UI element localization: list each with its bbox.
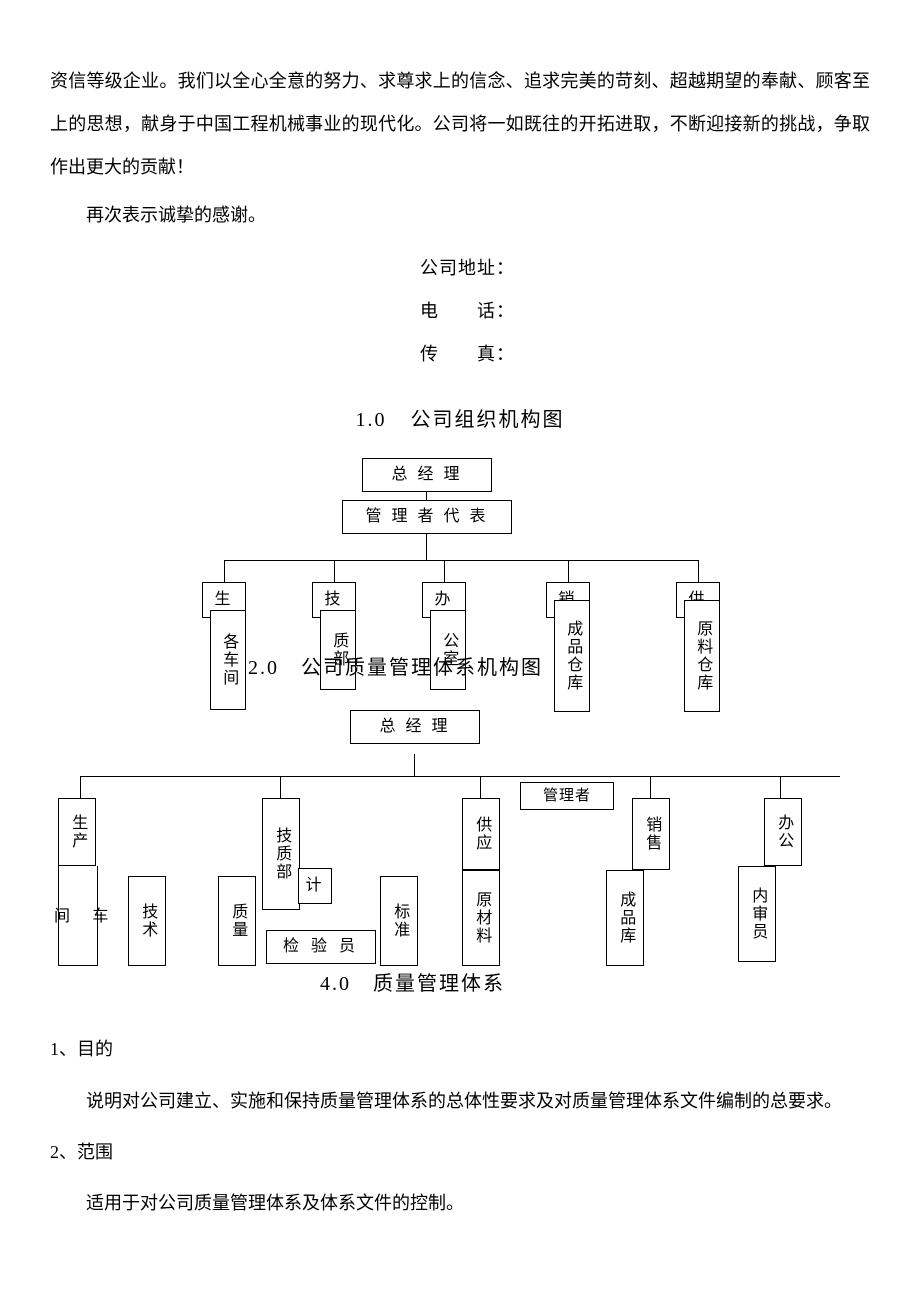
node-zhiliang: 质量: [218, 876, 256, 966]
node-yuanliao: 原料仓库: [684, 600, 720, 712]
connector: [224, 560, 225, 582]
node-chengpin: 成品仓库: [554, 600, 590, 712]
heading-1-text: 目的: [77, 1039, 113, 1059]
intro-paragraph-1: 资信等级企业。我们以全心全意的努力、求尊求上的信念、追求完美的苛刻、超越期望的奉…: [50, 60, 870, 190]
heading-2-text: 范围: [77, 1142, 113, 1162]
heading-1-num: 1、: [50, 1039, 77, 1059]
section-2-overlay: 2.0 公司质量管理体系机构图: [248, 644, 543, 692]
body-section: 1、目的 说明对公司建立、实施和保持质量管理体系的总体性要求及对质量管理体系文件…: [50, 1028, 870, 1225]
section-4-num: 4.0: [320, 973, 351, 995]
heading-2-num: 2、: [50, 1142, 77, 1162]
section-4-overlay: 4.0 质量管理体系: [320, 960, 505, 1008]
contact-address-label: 公司地址：: [420, 247, 870, 290]
node-general-manager: 总 经 理: [362, 458, 492, 492]
section-4-text: 质量管理体系: [373, 973, 505, 995]
org-chart-1: 总 经 理 管 理 者 代 表 生 技 办 销 供 各车间 质部 公室 成品仓库…: [50, 458, 870, 758]
connector: [334, 560, 335, 582]
connector: [650, 776, 651, 798]
node-manager: 管理者: [520, 782, 614, 810]
connector: [80, 776, 840, 777]
node-chengpinku: 成品库: [606, 870, 644, 966]
intro-paragraph-2: 再次表示诚挚的感谢。: [50, 194, 870, 237]
connector: [414, 754, 415, 776]
section-1-num: 1.0: [356, 409, 387, 431]
connector: [280, 776, 281, 798]
node-chejian: 车间: [58, 866, 98, 966]
node-jizhibu: 技质部: [262, 798, 300, 910]
node-biaozhun: 标准: [380, 876, 418, 966]
heading-2: 2、范围: [50, 1131, 870, 1174]
connector: [444, 560, 445, 582]
body-p2: 适用于对公司质量管理体系及体系文件的控制。: [50, 1182, 870, 1225]
connector: [698, 560, 699, 582]
node-yuancailiao: 原材料: [462, 870, 500, 966]
connector: [426, 492, 427, 500]
section-1-text: 公司组织机构图: [411, 409, 565, 431]
node-ji: 计: [298, 868, 332, 904]
contact-fax-label: 传 真：: [420, 333, 870, 376]
connector: [224, 560, 698, 561]
org-chart-2: 管理者 生产 车间 技术 质量 技质部 计 检 验 员 标准 供应 原材料 销售…: [50, 768, 870, 1008]
node-shengchan: 生产: [58, 798, 96, 866]
node-neishenyuan: 内审员: [738, 866, 776, 962]
body-p1: 说明对公司建立、实施和保持质量管理体系的总体性要求及对质量管理体系文件编制的总要…: [50, 1080, 870, 1123]
contact-phone-label: 电 话：: [420, 290, 870, 333]
node-management-rep: 管 理 者 代 表: [342, 500, 512, 534]
connector: [780, 776, 781, 798]
heading-1: 1、目的: [50, 1028, 870, 1071]
node-jianyan: 检 验 员: [266, 930, 376, 964]
node-gechejian: 各车间: [210, 610, 246, 710]
node-general-manager-2: 总 经 理: [350, 710, 480, 744]
node-bangong: 办公: [764, 798, 802, 866]
section-2-num: 2.0: [248, 657, 279, 679]
connector: [480, 776, 481, 798]
section-1-title: 1.0 公司组织机构图: [50, 396, 870, 444]
connector: [568, 560, 569, 582]
contact-block: 公司地址： 电 话： 传 真：: [50, 247, 870, 377]
connector: [80, 776, 81, 798]
section-2-text: 公司质量管理体系机构图: [301, 657, 543, 679]
node-jishu: 技术: [128, 876, 166, 966]
node-gongying: 供应: [462, 798, 500, 870]
node-xiaoshou: 销售: [632, 798, 670, 870]
connector: [426, 534, 427, 560]
